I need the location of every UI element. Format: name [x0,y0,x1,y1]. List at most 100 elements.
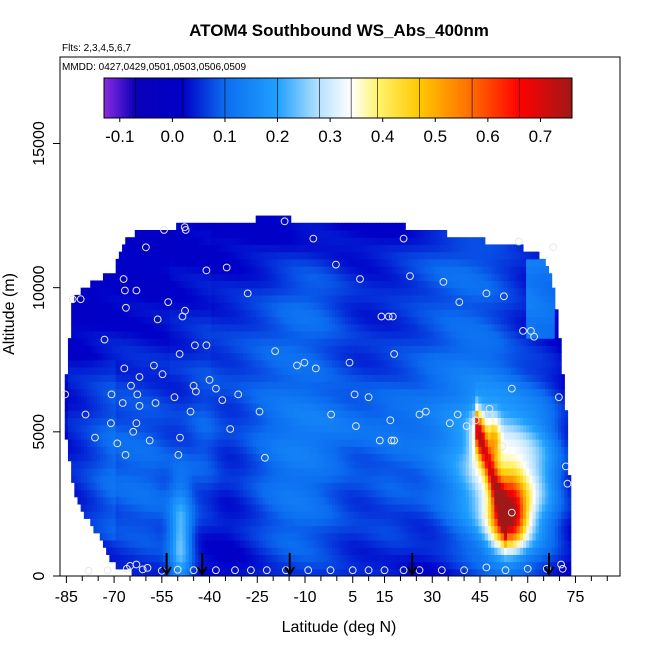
heatmap-cell [258,215,263,224]
heatmap-cell [207,439,212,447]
heatmap-cell [109,273,114,282]
heatmap-cell [77,330,82,339]
heatmap-cell [290,410,295,419]
heatmap-cell [172,366,177,375]
heatmap-cell [179,568,184,576]
flights-label: Flts: 2,3,4,5,6,7 [62,43,131,54]
heatmap-cell [258,388,263,397]
heatmap-cell [300,345,305,354]
heatmap-cell [128,532,133,541]
heatmap-cell [344,280,349,289]
heatmap-cell [386,323,390,332]
heatmap-cell [363,338,368,346]
heatmap-cell [395,266,400,274]
heatmap-cell [306,323,311,332]
heatmap-cell [236,251,241,260]
heatmap-cell [157,323,161,332]
heatmap-cell [274,258,279,267]
heatmap-cell [328,316,333,325]
heatmap-cell [118,381,123,390]
heatmap-cell [246,532,250,541]
heatmap-cell [176,280,180,289]
heatmap-cell [281,273,285,282]
heatmap-cell [347,309,352,318]
heatmap-cell [312,359,317,368]
heatmap-cell [293,302,298,310]
heatmap-cell [335,482,340,491]
heatmap-cell [303,532,308,541]
heatmap-cell [134,439,139,447]
heatmap-cell [373,446,378,455]
heatmap-cell [249,381,254,390]
heatmap-cell [150,294,155,303]
heatmap-cell [265,503,270,512]
heatmap-cell [246,424,250,433]
heatmap-cell [297,431,301,440]
heatmap-cell [376,460,381,469]
heatmap-cell [169,467,174,476]
heatmap-cell [137,424,142,433]
heatmap-cell [363,475,368,483]
heatmap-cell [137,309,142,318]
heatmap-cell [144,503,149,512]
heatmap-cell [290,489,295,498]
heatmap-cell [344,554,349,563]
heatmap-cell [233,273,238,282]
heatmap-cell [198,539,203,548]
heatmap-cell [293,446,298,455]
heatmap-cell [306,453,311,462]
heatmap-cell [115,539,120,548]
heatmap-cell [255,424,260,433]
heatmap-cell [214,366,219,375]
heatmap-cell [376,251,381,260]
heatmap-cell [214,345,219,354]
heatmap-cell [207,222,212,231]
heatmap-cell [93,410,98,419]
heatmap-cell [87,403,91,411]
heatmap-cell [90,302,95,310]
heatmap-cell [351,381,355,390]
heatmap-cell [112,309,117,318]
heatmap-cell [360,482,365,491]
heatmap-cell [236,222,241,231]
heatmap-cell [220,302,225,310]
heatmap-cell [271,482,276,491]
heatmap-cell [395,417,400,426]
heatmap-cell [109,518,114,527]
heatmap-cell [207,237,212,246]
heatmap-cell [179,330,184,339]
heatmap-cell [80,330,85,339]
heatmap-cell [265,554,270,563]
heatmap-cell [332,532,336,541]
heatmap-cell [150,287,155,296]
heatmap-cell [109,287,114,296]
heatmap-cell [239,244,244,253]
heatmap-cell [93,345,98,354]
heatmap-cell [370,323,375,332]
heatmap-cell [144,251,149,260]
heatmap-cell [118,266,123,274]
heatmap-cell [382,251,387,260]
heatmap-cell [80,424,85,433]
heatmap-cell [144,244,149,253]
heatmap-cell [405,554,410,563]
heatmap-cell [328,547,333,555]
heatmap-cell [351,460,355,469]
heatmap-cell [223,460,228,469]
heatmap-cell [185,294,190,303]
heatmap-cell [300,467,305,476]
heatmap-cell [274,287,279,296]
heatmap-cell [106,309,110,318]
heatmap-cell [195,446,200,455]
heatmap-cell [185,330,190,339]
heatmap-cell [316,439,320,447]
heatmap-cell [217,352,222,361]
heatmap-cell [376,503,381,512]
heatmap-cell [402,424,406,433]
heatmap-cell [163,547,168,555]
heatmap-cell [195,244,200,253]
heatmap-cell [322,381,327,390]
heatmap-cell [338,309,343,318]
heatmap-cell [382,460,387,469]
heatmap-cell [312,503,317,512]
